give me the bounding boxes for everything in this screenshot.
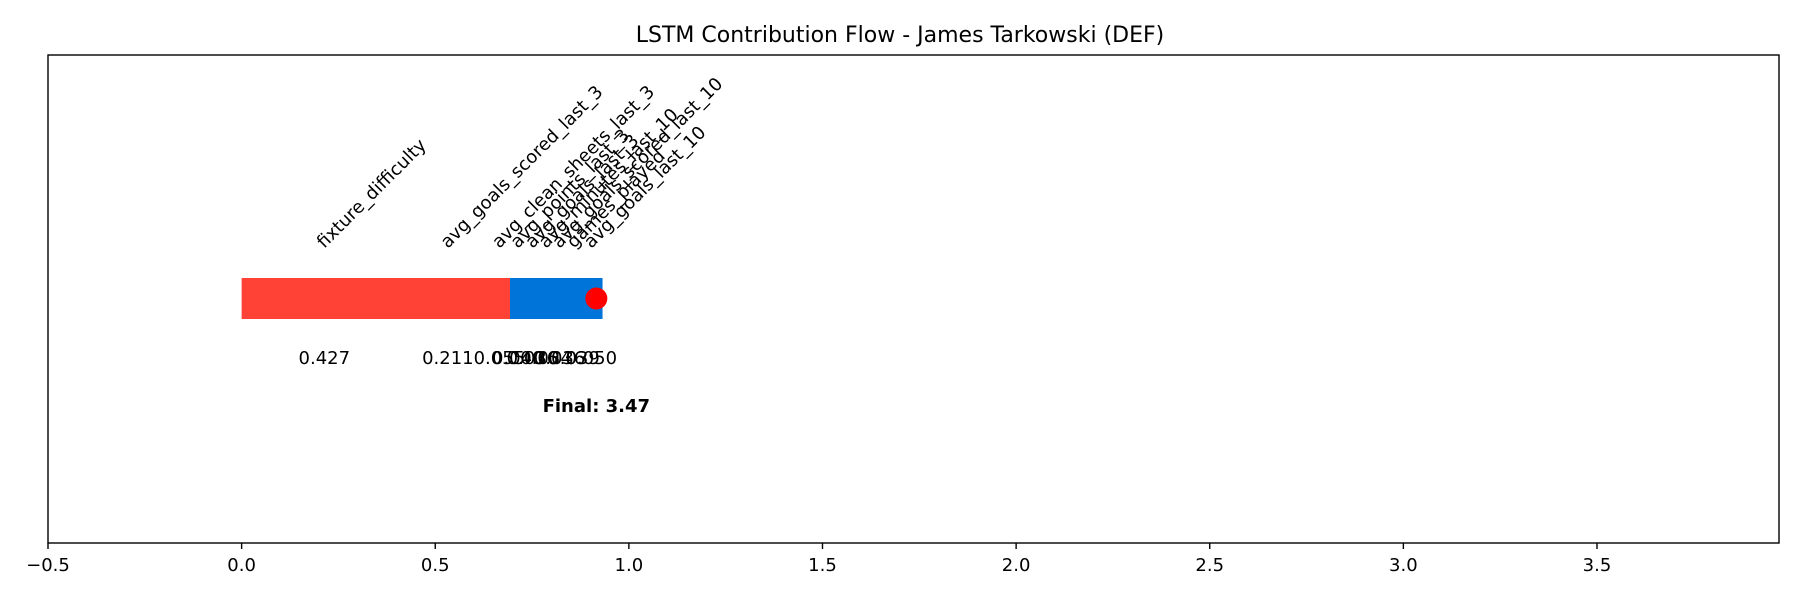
x-tick-label: 1.0 (615, 555, 644, 576)
x-tick-label: −0.5 (26, 555, 70, 576)
value-label: 0.034 (520, 348, 572, 369)
value-label: 0.039 (548, 348, 600, 369)
value-label: 0.036 (534, 348, 586, 369)
x-axis: −0.5 0.0 0.5 1.0 1.5 2.0 2.5 3.0 3.5 (26, 543, 1611, 576)
x-tick-label: 0.5 (421, 555, 450, 576)
value-label: 0.036 (507, 348, 559, 369)
x-tick-label: 2.0 (1002, 555, 1031, 576)
value-label: 0.055 (474, 348, 526, 369)
x-tick-label: 1.5 (808, 555, 837, 576)
x-tick-label: 3.0 (1389, 555, 1418, 576)
value-label: 0.211 (422, 348, 474, 369)
contribution-bar-0 (241, 278, 510, 319)
value-label: 0.427 (299, 348, 351, 369)
final-marker (585, 287, 608, 310)
chart-title: LSTM Contribution Flow - James Tarkowski… (636, 23, 1164, 48)
x-tick-label: 2.5 (1195, 555, 1224, 576)
final-label: Final: 3.47 (543, 396, 650, 417)
axes-frame (47, 54, 1780, 544)
value-label: 0.050 (566, 348, 618, 369)
x-tick-label: 0.0 (227, 555, 256, 576)
value-label: 0.040 (492, 348, 544, 369)
x-tick-label: 3.5 (1583, 555, 1612, 576)
